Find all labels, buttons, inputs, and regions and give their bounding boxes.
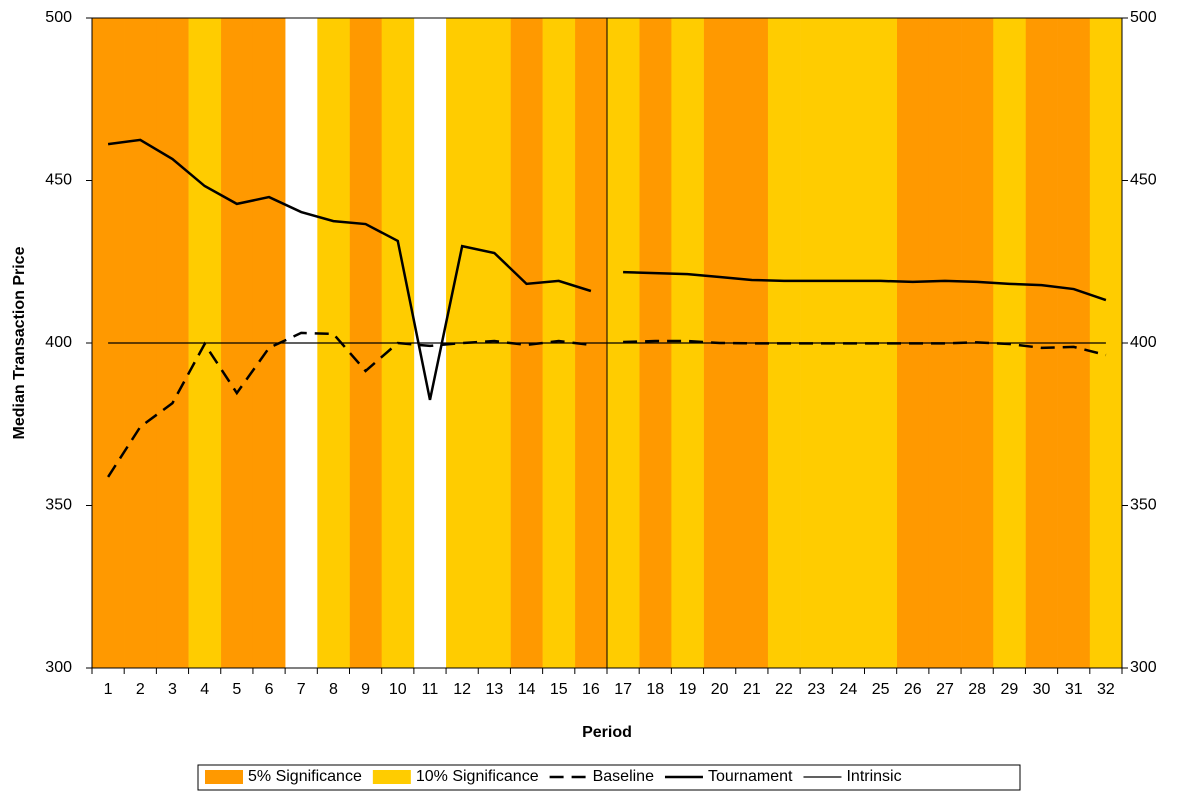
x-tick-label: 31 <box>1065 681 1083 698</box>
legend-label: Tournament <box>708 768 793 785</box>
x-tick-label: 30 <box>1033 681 1051 698</box>
legend-label: Intrinsic <box>846 768 901 785</box>
x-tick-label: 1 <box>104 681 113 698</box>
x-tick-label: 29 <box>1000 681 1018 698</box>
x-tick-label: 16 <box>582 681 600 698</box>
x-tick-label: 7 <box>297 681 306 698</box>
y2-tick-label: 350 <box>1130 497 1157 514</box>
x-tick-label: 22 <box>775 681 793 698</box>
x-tick-label: 27 <box>936 681 954 698</box>
legend-label: Baseline <box>593 768 654 785</box>
y2-tick-label: 500 <box>1130 9 1157 26</box>
x-tick-label: 11 <box>422 681 439 698</box>
x-tick-label: 10 <box>389 681 407 698</box>
x-tick-label: 4 <box>200 681 209 698</box>
y-axis-title: Median Transaction Price <box>11 246 28 439</box>
x-tick-label: 6 <box>265 681 274 698</box>
x-tick-label: 19 <box>679 681 697 698</box>
y2-tick-label: 450 <box>1130 172 1157 189</box>
x-tick-label: 2 <box>136 681 145 698</box>
x-tick-label: 13 <box>485 681 503 698</box>
x-tick-label: 8 <box>329 681 338 698</box>
series-line <box>107 138 592 401</box>
x-tick-label: 25 <box>872 681 890 698</box>
y-tick-label: 300 <box>45 659 72 676</box>
series-line <box>623 270 1107 302</box>
series-line <box>623 339 1107 357</box>
x-tick-label: 28 <box>968 681 986 698</box>
x-tick-label: 26 <box>904 681 922 698</box>
x-tick-label: 5 <box>232 681 241 698</box>
x-tick-label: 9 <box>361 681 370 698</box>
legend-label: 5% Significance <box>248 768 362 785</box>
x-tick-label: 18 <box>646 681 664 698</box>
x-tick-label: 12 <box>453 681 471 698</box>
legend-box <box>197 764 1021 791</box>
y-tick-label: 500 <box>45 9 72 26</box>
y2-tick-label: 400 <box>1130 334 1157 351</box>
x-tick-label: 23 <box>807 681 825 698</box>
x-tick-label: 14 <box>518 681 536 698</box>
y2-tick-label: 300 <box>1130 659 1157 676</box>
legend-swatch <box>205 770 243 784</box>
x-tick-label: 20 <box>711 681 729 698</box>
x-tick-label: 17 <box>614 681 632 698</box>
legend-label: 10% Significance <box>416 768 539 785</box>
x-tick-label: 32 <box>1097 681 1115 698</box>
x-axis-title: Period <box>582 724 632 741</box>
legend-swatch <box>372 770 411 784</box>
y-tick-label: 400 <box>45 334 72 351</box>
x-tick-label: 24 <box>840 681 858 698</box>
x-tick-label: 21 <box>743 681 761 698</box>
x-tick-label: 3 <box>168 681 177 698</box>
y-tick-label: 450 <box>45 172 72 189</box>
x-tick-label: 15 <box>550 681 568 698</box>
y-tick-label: 350 <box>45 497 72 514</box>
